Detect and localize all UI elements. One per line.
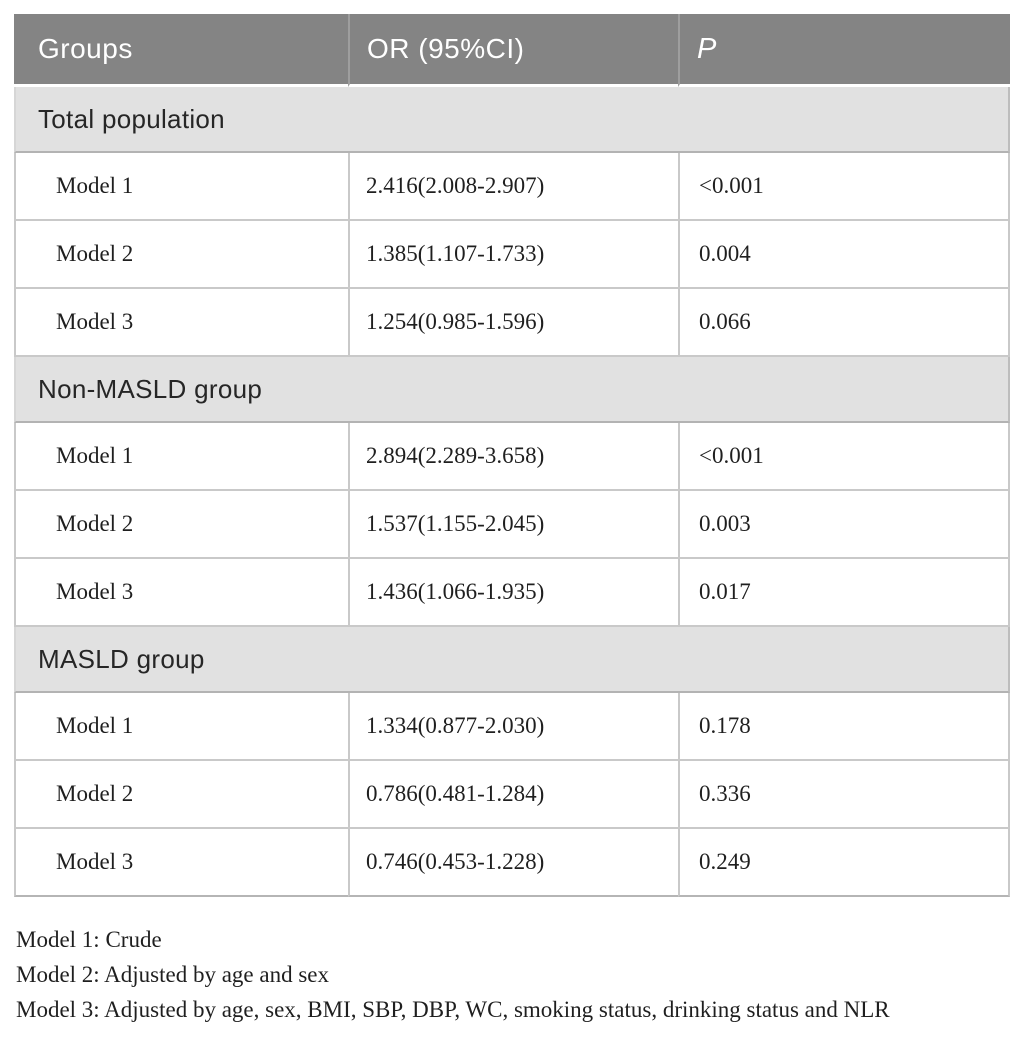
cell-group: Model 3	[14, 289, 348, 357]
cell-p-value: 0.004	[678, 221, 1010, 289]
cell-or-ci: 1.254(0.985-1.596)	[348, 289, 678, 357]
cell-group: Model 1	[14, 153, 348, 221]
cell-group: Model 2	[14, 221, 348, 289]
cell-p-value: 0.178	[678, 693, 1010, 761]
col-header-p: P	[678, 14, 1010, 87]
cell-or-ci: 1.334(0.877-2.030)	[348, 693, 678, 761]
cell-or-ci: 1.537(1.155-2.045)	[348, 491, 678, 559]
cell-group: Model 2	[14, 491, 348, 559]
cell-or-ci: 1.385(1.107-1.733)	[348, 221, 678, 289]
table-row: Model 3 1.254(0.985-1.596) 0.066	[14, 289, 1010, 357]
cell-group: Model 3	[14, 829, 348, 897]
table-row: Model 2 1.537(1.155-2.045) 0.003	[14, 491, 1010, 559]
cell-p-value: <0.001	[678, 153, 1010, 221]
cell-or-ci: 0.746(0.453-1.228)	[348, 829, 678, 897]
section-label: MASLD group	[14, 627, 1010, 693]
cell-or-ci: 1.436(1.066-1.935)	[348, 559, 678, 627]
cell-group: Model 2	[14, 761, 348, 829]
cell-group: Model 1	[14, 693, 348, 761]
table-row: Model 2 0.786(0.481-1.284) 0.336	[14, 761, 1010, 829]
cell-or-ci: 2.894(2.289-3.658)	[348, 423, 678, 491]
cell-group: Model 3	[14, 559, 348, 627]
table-row: Model 3 0.746(0.453-1.228) 0.249	[14, 829, 1010, 897]
table-row: Model 1 2.894(2.289-3.658) <0.001	[14, 423, 1010, 491]
cell-p-value: 0.249	[678, 829, 1010, 897]
cell-or-ci: 2.416(2.008-2.907)	[348, 153, 678, 221]
section-label: Total population	[14, 87, 1010, 153]
section-row-total-population: Total population	[14, 87, 1010, 153]
cell-or-ci: 0.786(0.481-1.284)	[348, 761, 678, 829]
cell-group: Model 1	[14, 423, 348, 491]
cell-p-value: 0.017	[678, 559, 1010, 627]
footnote-model-2: Model 2: Adjusted by age and sex	[16, 962, 330, 987]
section-label: Non-MASLD group	[14, 357, 1010, 423]
cell-p-value: 0.336	[678, 761, 1010, 829]
odds-ratio-table-wrap: Groups OR (95%CI) P Total population Mod…	[14, 14, 1010, 897]
footnote-model-1: Model 1: Crude	[16, 927, 162, 952]
cell-p-value: 0.066	[678, 289, 1010, 357]
section-row-masld: MASLD group	[14, 627, 1010, 693]
table-row: Model 3 1.436(1.066-1.935) 0.017	[14, 559, 1010, 627]
table-footnotes: Model 1: Crude Model 2: Adjusted by age …	[16, 922, 1016, 1027]
col-header-or-ci: OR (95%CI)	[348, 14, 678, 87]
footnote-model-3: Model 3: Adjusted by age, sex, BMI, SBP,…	[16, 997, 890, 1022]
cell-p-value: <0.001	[678, 423, 1010, 491]
table-row: Model 1 2.416(2.008-2.907) <0.001	[14, 153, 1010, 221]
header-row: Groups OR (95%CI) P	[14, 14, 1010, 87]
table-row: Model 1 1.334(0.877-2.030) 0.178	[14, 693, 1010, 761]
table-row: Model 2 1.385(1.107-1.733) 0.004	[14, 221, 1010, 289]
odds-ratio-table: Groups OR (95%CI) P Total population Mod…	[14, 14, 1010, 897]
section-row-non-masld: Non-MASLD group	[14, 357, 1010, 423]
cell-p-value: 0.003	[678, 491, 1010, 559]
col-header-groups: Groups	[14, 14, 348, 87]
